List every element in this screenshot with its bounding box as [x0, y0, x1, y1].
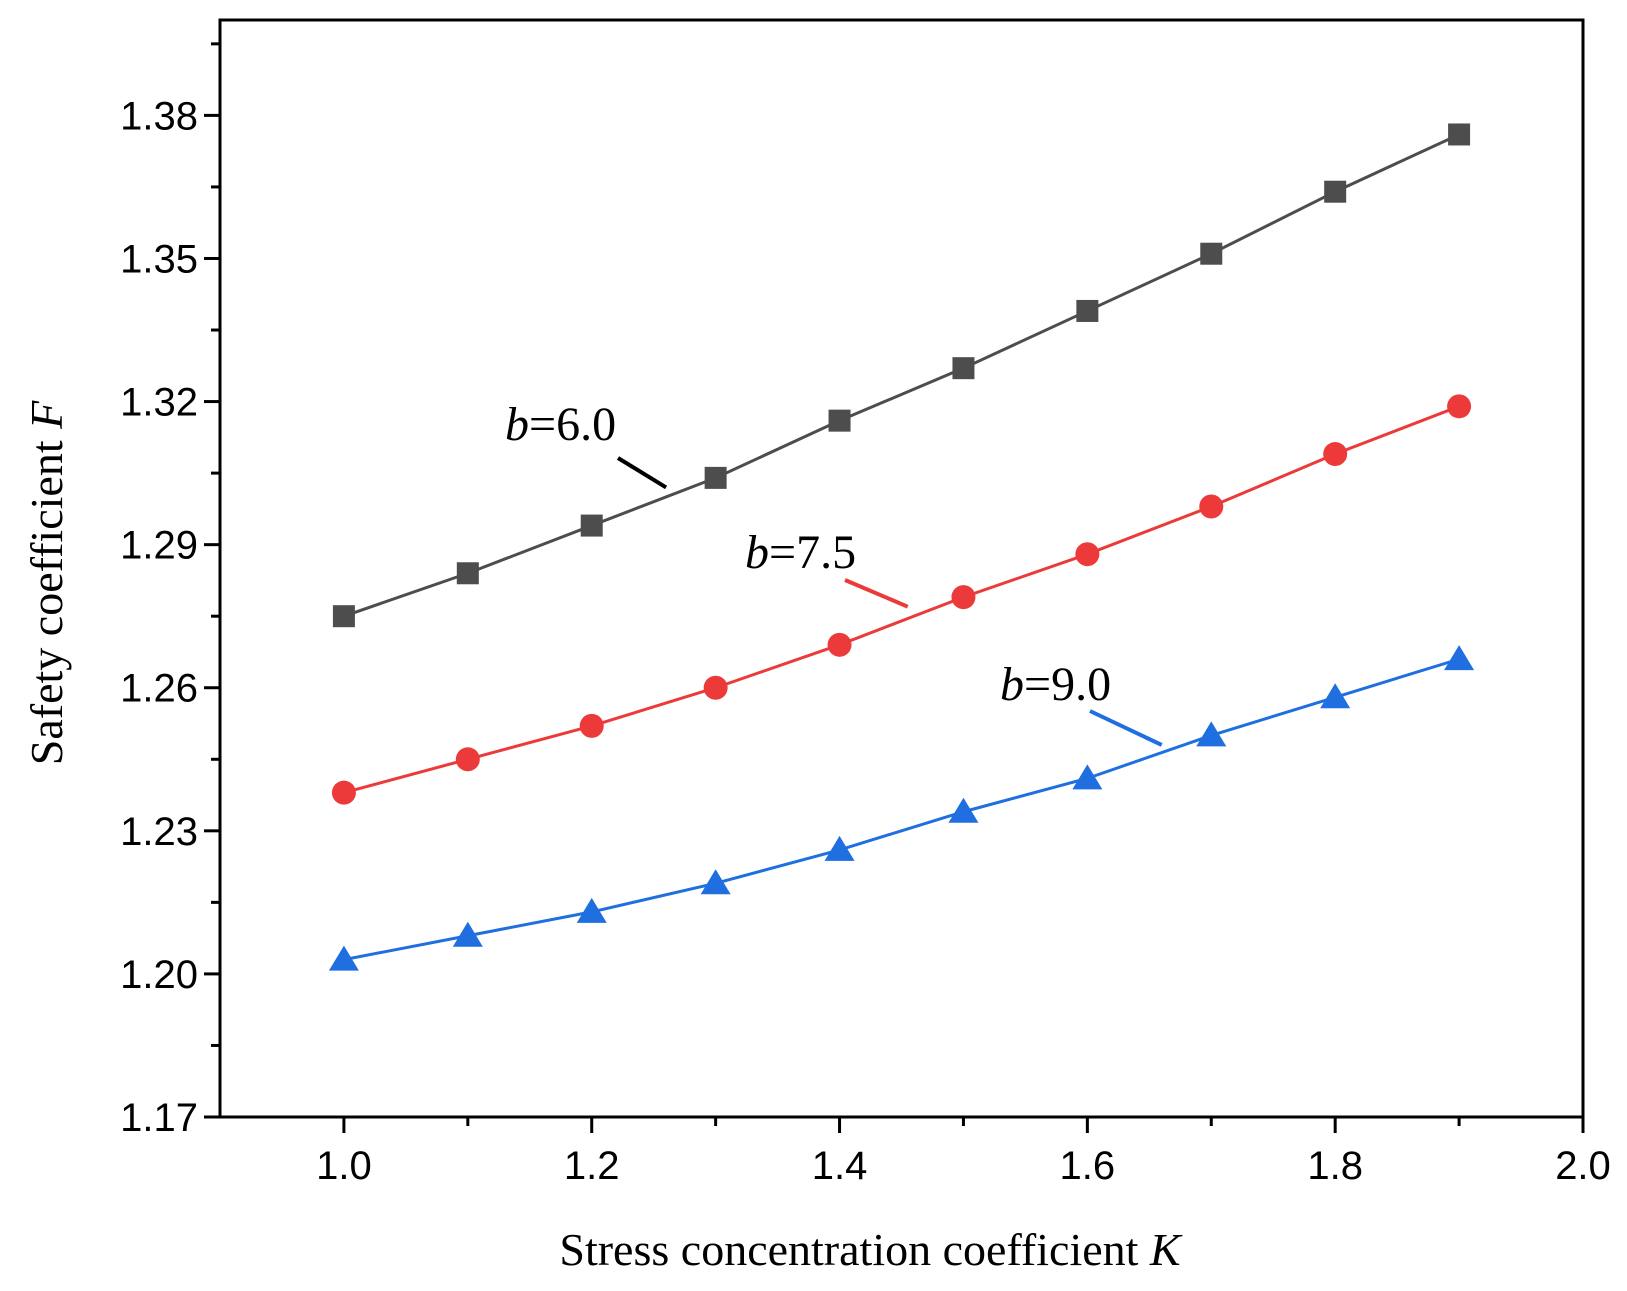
- y-tick-label: 1.23: [120, 810, 198, 854]
- y-tick-label: 1.29: [120, 524, 198, 568]
- series-line: [343, 133, 1460, 618]
- data-point-triangle: [1320, 683, 1351, 709]
- data-point-circle: [1199, 494, 1224, 519]
- axes: 1.0 1.2 1.4 1.6 1.8 2.0 1.17 1.20 1.23 1.26 1.29 1.…: [120, 18, 1611, 1188]
- series-2: [331, 394, 1472, 805]
- data-point-square: [1324, 180, 1347, 203]
- annotation-leader: [616, 456, 668, 490]
- data-point-triangle: [328, 945, 359, 971]
- data-point-square: [1076, 299, 1099, 322]
- series-layer: [328, 123, 1475, 971]
- data-point-circle: [951, 585, 976, 610]
- data-point-square: [828, 409, 851, 432]
- data-point-triangle: [824, 835, 855, 861]
- data-point-circle: [1447, 394, 1472, 419]
- data-point-square: [580, 514, 603, 537]
- data-point-square: [704, 466, 727, 489]
- y-axis-title: Safety coefficient F: [21, 400, 72, 765]
- data-point-triangle: [948, 797, 979, 823]
- y-tick-label: 1.32: [120, 381, 198, 425]
- data-point-square: [456, 562, 479, 585]
- data-point-circle: [455, 747, 480, 772]
- data-point-circle: [703, 675, 728, 700]
- series-3: [328, 645, 1475, 971]
- annotation-leader: [1089, 709, 1163, 747]
- x-tick-label: 1.8: [1307, 1144, 1363, 1188]
- data-point-circle: [1323, 442, 1348, 467]
- data-point-triangle: [1196, 721, 1227, 747]
- data-point-square: [332, 605, 355, 628]
- data-point-square: [1200, 242, 1223, 265]
- series-line: [343, 404, 1460, 795]
- y-tick-label: 1.20: [120, 953, 198, 997]
- annotation-label: b=9.0: [1000, 658, 1111, 711]
- data-point-circle: [1075, 542, 1100, 567]
- data-point-circle: [827, 632, 852, 657]
- x-tick-label: 1.2: [564, 1144, 620, 1188]
- x-axis-title: Stress concentration coefficient K: [559, 1224, 1183, 1275]
- data-point-square: [952, 357, 975, 380]
- y-tick-label: 1.17: [120, 1096, 198, 1140]
- data-point-triangle: [1072, 764, 1103, 790]
- series-line: [343, 657, 1460, 962]
- annotation-leader: [844, 578, 909, 609]
- annotation-label: b=6.0: [505, 398, 616, 451]
- data-point-circle: [579, 713, 604, 738]
- y-tick-label: 1.26: [120, 667, 198, 711]
- data-point-triangle: [1444, 645, 1475, 671]
- y-tick-label: 1.38: [120, 94, 198, 138]
- data-point-circle: [331, 780, 356, 805]
- data-point-triangle: [452, 921, 483, 947]
- data-point-triangle: [700, 869, 731, 895]
- data-point-square: [1448, 123, 1471, 146]
- x-tick-label: 1.6: [1060, 1144, 1116, 1188]
- annotations: b=6.0 b=7.5 b=9.0: [505, 398, 1163, 747]
- plot-frame: [218, 18, 1585, 1119]
- x-tick-label: 2.0: [1555, 1144, 1611, 1188]
- y-tick-label: 1.35: [120, 237, 198, 281]
- data-point-triangle: [576, 897, 607, 923]
- series-1: [332, 123, 1471, 628]
- x-tick-label: 1.0: [316, 1144, 372, 1188]
- x-tick-label: 1.4: [812, 1144, 868, 1188]
- annotation-label: b=7.5: [745, 526, 856, 579]
